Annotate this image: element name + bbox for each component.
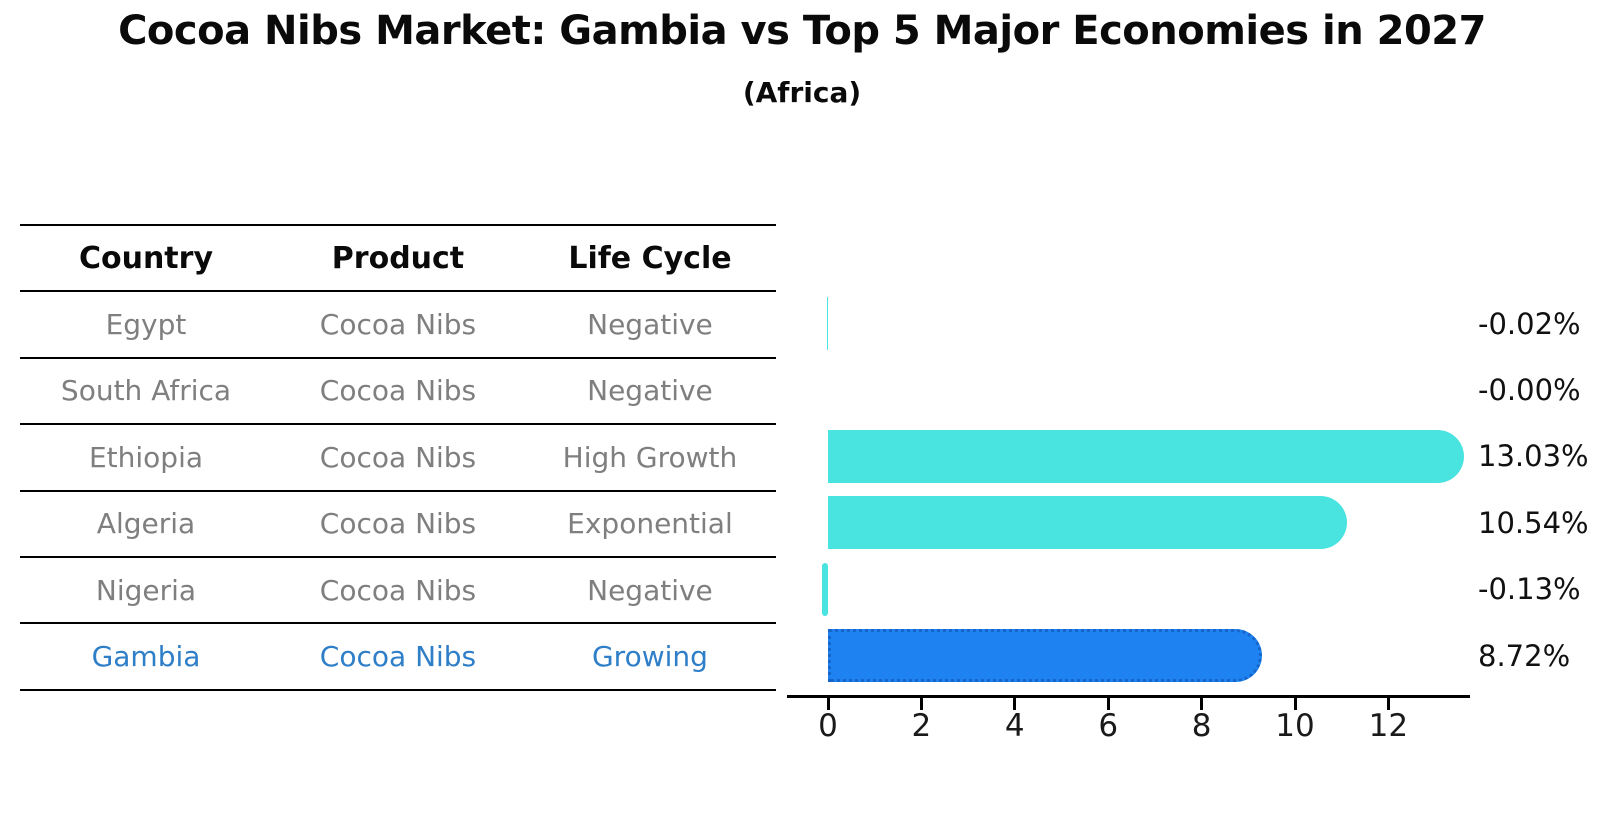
product-cell: Cocoa Nibs — [319, 640, 477, 674]
value-label-ethiopia: 13.03% — [1478, 439, 1589, 474]
x-tick-mark-2 — [919, 698, 923, 710]
bar-gambia — [828, 629, 1263, 683]
table-row-ethiopia: Ethiopia Cocoa Nibs High Growth — [20, 425, 776, 492]
x-tick-label-0: 0 — [818, 708, 838, 744]
product-cell: Cocoa Nibs — [319, 507, 477, 541]
country-cell: Ethiopia — [88, 440, 204, 474]
x-tick-mark-4 — [1013, 698, 1017, 710]
x-tick-label-4: 4 — [1004, 708, 1025, 744]
chart-title: Cocoa Nibs Market: Gambia vs Top 5 Major… — [118, 8, 1486, 54]
x-tick-mark-8 — [1200, 698, 1204, 710]
value-label-gambia: 8.72% — [1478, 638, 1571, 673]
lifecycle-cell: Exponential — [567, 507, 733, 541]
value-label-nigeria: -0.13% — [1478, 572, 1581, 607]
product-cell: Cocoa Nibs — [319, 440, 477, 474]
column-header-lifecycle: Life Cycle — [568, 240, 732, 276]
x-tick-mark-6 — [1106, 698, 1110, 710]
country-cell: Nigeria — [95, 573, 197, 607]
x-tick-mark-10 — [1293, 698, 1297, 710]
lifecycle-cell: High Growth — [562, 440, 738, 474]
product-cell: Cocoa Nibs — [319, 573, 477, 607]
bar-nigeria — [821, 562, 828, 616]
x-axis-line — [787, 695, 1470, 698]
table-row-egypt: Egypt Cocoa Nibs Negative — [20, 292, 776, 359]
value-label-egypt: -0.02% — [1478, 306, 1581, 341]
x-tick-mark-0 — [826, 698, 830, 710]
country-cell: Egypt — [105, 308, 187, 342]
bar-ethiopia — [828, 429, 1464, 483]
lifecycle-cell: Negative — [587, 308, 713, 342]
column-header-product: Product — [331, 240, 465, 276]
comparison-table: Country Product Life Cycle Egypt Cocoa Ni… — [20, 224, 776, 691]
table-row-nigeria: Nigeria Cocoa Nibs Negative — [20, 558, 776, 625]
table-row-gambia: Gambia Cocoa Nibs Growing — [20, 624, 776, 691]
lifecycle-cell: Negative — [587, 573, 713, 607]
table-row-south-africa: South Africa Cocoa Nibs Negative — [20, 359, 776, 426]
table-row-algeria: Algeria Cocoa Nibs Exponential — [20, 492, 776, 558]
country-cell: South Africa — [60, 374, 232, 408]
x-tick-label-10: 10 — [1275, 708, 1315, 744]
x-tick-mark-12 — [1386, 698, 1390, 710]
chart-subtitle: (Africa) — [742, 76, 862, 109]
table-body: Egypt Cocoa Nibs Negative South Africa Cocoa… — [20, 292, 776, 691]
x-tick-label-12: 12 — [1368, 708, 1409, 744]
x-tick-label-8: 8 — [1191, 708, 1212, 744]
product-cell: Cocoa Nibs — [319, 374, 477, 408]
product-cell: Cocoa Nibs — [319, 308, 477, 342]
table-header-row: Country Product Life Cycle — [20, 226, 776, 293]
lifecycle-cell: Growing — [591, 640, 708, 674]
bar-egypt — [827, 297, 828, 351]
lifecycle-cell: Negative — [587, 374, 713, 408]
bar-algeria — [828, 496, 1348, 550]
value-label-south-africa: -0.00% — [1478, 373, 1581, 407]
x-tick-label-6: 6 — [1098, 708, 1119, 744]
column-header-country: Country — [78, 240, 214, 276]
country-cell: Gambia — [91, 640, 201, 674]
country-cell: Algeria — [96, 507, 196, 541]
x-tick-label-2: 2 — [911, 708, 932, 744]
value-label-algeria: 10.54% — [1478, 505, 1589, 540]
